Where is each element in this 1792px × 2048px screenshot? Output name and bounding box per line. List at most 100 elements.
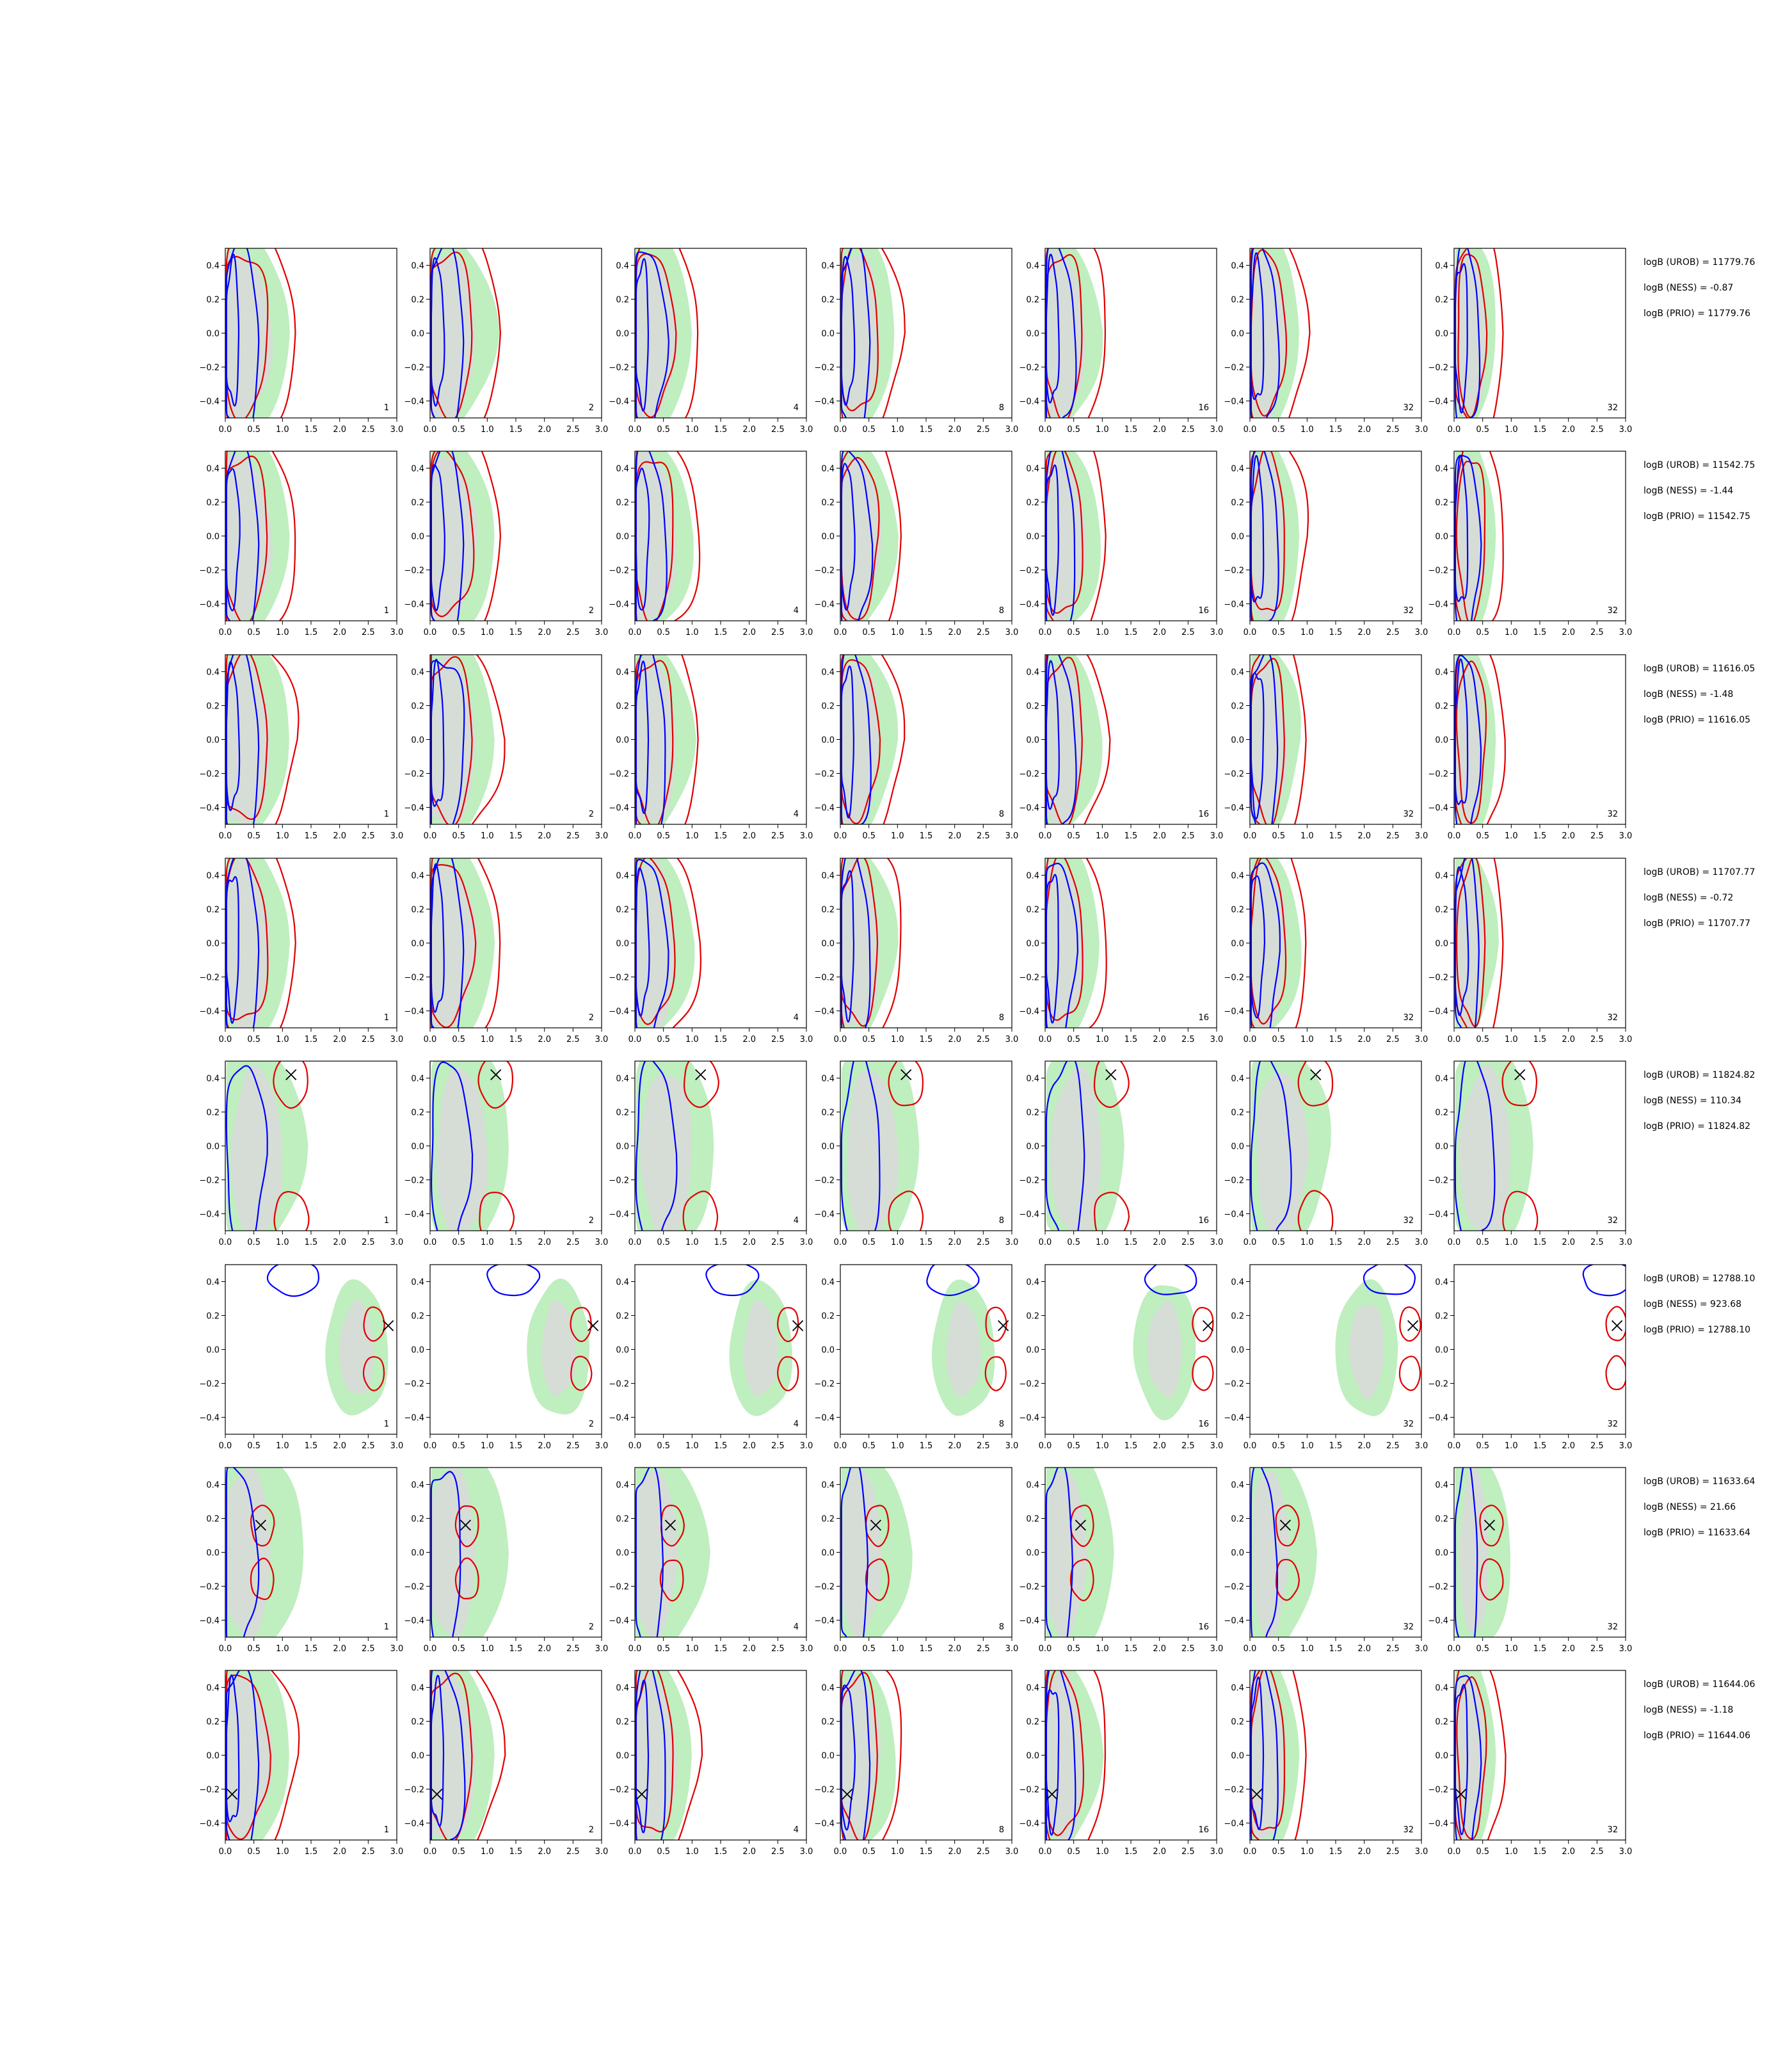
x-tick-label: 1.0 (685, 425, 699, 435)
x-tick-label: 1.0 (891, 628, 904, 637)
panel-label: 2 (589, 810, 594, 819)
contour-layer (1335, 1265, 1421, 1416)
x-tick-label: 0.0 (1448, 628, 1461, 637)
x-tick-label: 0.5 (247, 1441, 260, 1451)
x-tick-label: 0.5 (1272, 831, 1285, 841)
x-tick-label: 1.5 (920, 831, 933, 841)
subplot-r5-c2: 0.0 0.5 1.0 1.5 2.0 2.5 3.0 −0.4 −0.2 0.0 0.2 0.4 2 (404, 1060, 608, 1247)
x-tick-label: 2.0 (333, 1035, 346, 1044)
x-tick-label: 0.0 (219, 1238, 232, 1247)
x-tick-label: 2.5 (977, 425, 990, 435)
contour-layer (1133, 1265, 1214, 1421)
panel-label: 4 (794, 606, 799, 616)
subplot-r2-c7: 0.0 0.5 1.0 1.5 2.0 2.5 3.0 −0.4 −0.2 0.0 0.2 0.4 32 (1428, 451, 1632, 637)
y-tick-label: −0.4 (1019, 1820, 1039, 1829)
x-tick-label: 0.5 (452, 1238, 465, 1247)
y-tick-label: −0.2 (199, 1176, 220, 1186)
y-tick-label: 0.0 (821, 330, 835, 339)
x-tick-label: 2.5 (566, 1035, 580, 1044)
y-tick-label: 0.0 (206, 1752, 220, 1761)
subplot-r7-c3: 0.0 0.5 1.0 1.5 2.0 2.5 3.0 −0.4 −0.2 0.0 0.2 0.4 4 (609, 1467, 813, 1654)
x-tick-label: 0.5 (452, 1035, 465, 1044)
y-tick-label: 0.4 (1026, 1684, 1039, 1693)
y-tick-label: −0.4 (1224, 1414, 1244, 1423)
y-tick-label: −0.4 (609, 1820, 629, 1829)
contour-layer (1045, 858, 1107, 1028)
x-tick-label: 1.0 (276, 1441, 289, 1451)
y-tick-label: −0.4 (609, 804, 629, 813)
y-tick-label: 0.0 (1435, 1142, 1448, 1152)
contour-blue (635, 1061, 678, 1231)
x-tick-label: 3.0 (595, 1644, 609, 1654)
logb-text: logB (NESS) = -0.72 (1644, 893, 1733, 903)
y-tick-label: 0.0 (1231, 940, 1244, 949)
density-region-grey (847, 1070, 899, 1231)
contour-layer (430, 248, 502, 418)
x-marker (997, 1320, 1009, 1332)
subplot-r8-c5: 0.0 0.5 1.0 1.5 2.0 2.5 3.0 −0.4 −0.2 0.0 0.2 0.4 16 (1019, 1670, 1223, 1857)
y-tick-label: 0.4 (206, 465, 220, 474)
x-tick-label: 2.0 (948, 831, 961, 841)
x-tick-label: 2.5 (1386, 1441, 1400, 1451)
contour-blue (840, 1684, 856, 1831)
x-tick-label: 2.5 (1181, 1441, 1195, 1451)
density-region-grey (1349, 1304, 1384, 1400)
density-region-grey (1148, 1300, 1182, 1398)
x-tick-label: 2.0 (742, 425, 756, 435)
y-tick-label: 0.4 (821, 668, 835, 678)
y-tick-label: 0.0 (1435, 940, 1448, 949)
panel-label: 2 (589, 1825, 594, 1835)
y-tick-label: −0.4 (1428, 1820, 1448, 1829)
subplot-r1-c3: 0.0 0.5 1.0 1.5 2.0 2.5 3.0 −0.4 −0.2 0.0 0.2 0.4 4 (609, 248, 813, 435)
x-tick-label: 2.5 (1386, 1644, 1400, 1654)
y-tick-label: 0.4 (616, 465, 629, 474)
y-tick-label: −0.4 (199, 600, 220, 610)
y-tick-label: −0.2 (1019, 1176, 1039, 1186)
x-tick-label: 1.5 (920, 1441, 933, 1451)
x-tick-label: 0.0 (219, 1035, 232, 1044)
x-marker (636, 1788, 648, 1800)
logb-text: logB (PRIO) = 11707.77 (1644, 918, 1750, 929)
x-tick-label: 2.5 (977, 831, 990, 841)
panel-label: 32 (1403, 1420, 1414, 1429)
logb-text: logB (PRIO) = 11633.64 (1644, 1528, 1750, 1538)
y-tick-label: 0.0 (1435, 330, 1448, 339)
x-tick-label: 2.0 (333, 1644, 346, 1654)
contour-red (570, 1356, 593, 1391)
y-tick-label: −0.4 (1428, 1210, 1448, 1220)
contour-layer (926, 1265, 1007, 1416)
panel-label: 1 (384, 1420, 389, 1429)
x-tick-label: 2.5 (362, 1847, 375, 1857)
panel-label: 1 (384, 1216, 389, 1226)
contour-red (1192, 1306, 1214, 1342)
panel-label: 8 (999, 1420, 1004, 1429)
panel-label: 2 (589, 1013, 594, 1023)
contour-red (250, 1557, 275, 1601)
x-tick-label: 1.5 (714, 1441, 728, 1451)
y-tick-label: 0.2 (1435, 1515, 1448, 1524)
y-tick-label: −0.2 (404, 1786, 424, 1795)
y-tick-label: 0.0 (616, 1346, 629, 1356)
x-tick-label: 1.5 (305, 1441, 318, 1451)
x-tick-label: 2.0 (538, 1441, 551, 1451)
x-tick-label: 1.5 (1124, 1035, 1138, 1044)
y-tick-label: 0.4 (1026, 1075, 1039, 1084)
x-tick-label: 1.0 (1505, 831, 1518, 841)
x-tick-label: 1.5 (305, 1644, 318, 1654)
y-tick-label: 0.0 (821, 1346, 835, 1356)
y-tick-label: 0.0 (1231, 532, 1244, 542)
y-tick-label: −0.2 (199, 770, 220, 780)
contour-blue (1250, 1061, 1292, 1231)
contour-red (454, 1505, 479, 1548)
contour-layer (1250, 1061, 1334, 1231)
y-tick-label: 0.4 (821, 1278, 835, 1288)
y-tick-label: 0.0 (616, 330, 629, 339)
y-tick-label: 0.2 (206, 296, 220, 305)
y-tick-label: −0.4 (609, 600, 629, 610)
y-tick-label: 0.4 (1026, 465, 1039, 474)
panel-label: 32 (1607, 403, 1618, 413)
x-tick-label: 2.0 (1562, 1035, 1575, 1044)
panel-label: 2 (589, 606, 594, 616)
x-tick-label: 0.0 (1244, 1035, 1257, 1044)
x-tick-label: 2.0 (1153, 628, 1166, 637)
